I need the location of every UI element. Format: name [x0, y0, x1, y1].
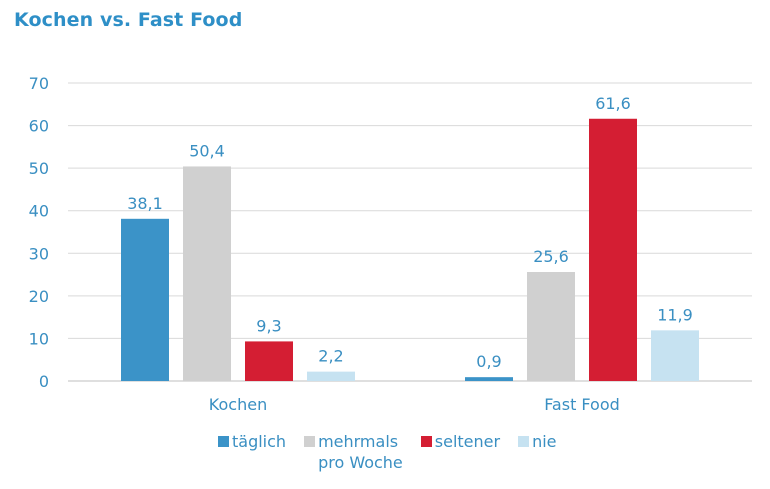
legend-item: nie: [518, 431, 557, 452]
legend-swatch: [518, 436, 530, 447]
chart-title: Kochen vs. Fast Food: [14, 9, 243, 31]
bar: [121, 218, 169, 381]
y-tick-label: 20: [29, 287, 49, 306]
y-tick-label: 60: [29, 117, 49, 136]
bar: [183, 166, 231, 381]
legend-label: täglich: [232, 432, 287, 451]
legend-label: nie: [532, 432, 557, 451]
legend-label: mehrmals pro Woche: [318, 432, 403, 472]
y-tick-label: 30: [29, 244, 49, 263]
legend-swatch: [420, 436, 432, 447]
data-label: 9,3: [256, 316, 281, 335]
data-label: 38,1: [127, 194, 163, 213]
legend-item: seltener: [420, 431, 501, 452]
legend-swatch: [218, 436, 229, 447]
legend-label: seltener: [434, 432, 501, 451]
data-label: 50,4: [189, 141, 225, 160]
y-tick-label: 10: [29, 329, 49, 348]
bar: [651, 330, 699, 381]
bar: [307, 371, 355, 381]
data-label: 11,9: [657, 305, 693, 324]
bar: [527, 272, 575, 381]
chart-legend: täglich mehrmals pro Woche seltener nie: [218, 431, 575, 473]
bar: [589, 118, 637, 381]
legend-swatch: [304, 436, 316, 447]
data-label: 61,6: [595, 94, 631, 113]
legend-item: täglich: [218, 431, 286, 452]
y-tick-label: 0: [39, 372, 49, 391]
y-tick-label: 40: [29, 202, 49, 221]
x-category-label: Kochen: [209, 395, 267, 414]
y-tick-label: 50: [29, 159, 49, 178]
legend-item: mehrmals pro Woche: [304, 431, 403, 473]
bar: [245, 341, 293, 381]
x-category-label: Fast Food: [544, 395, 620, 414]
y-tick-label: 70: [29, 74, 49, 93]
data-label: 0,9: [476, 352, 501, 371]
bar: [465, 377, 513, 381]
data-label: 25,6: [533, 247, 569, 266]
data-label: 2,2: [318, 347, 343, 366]
